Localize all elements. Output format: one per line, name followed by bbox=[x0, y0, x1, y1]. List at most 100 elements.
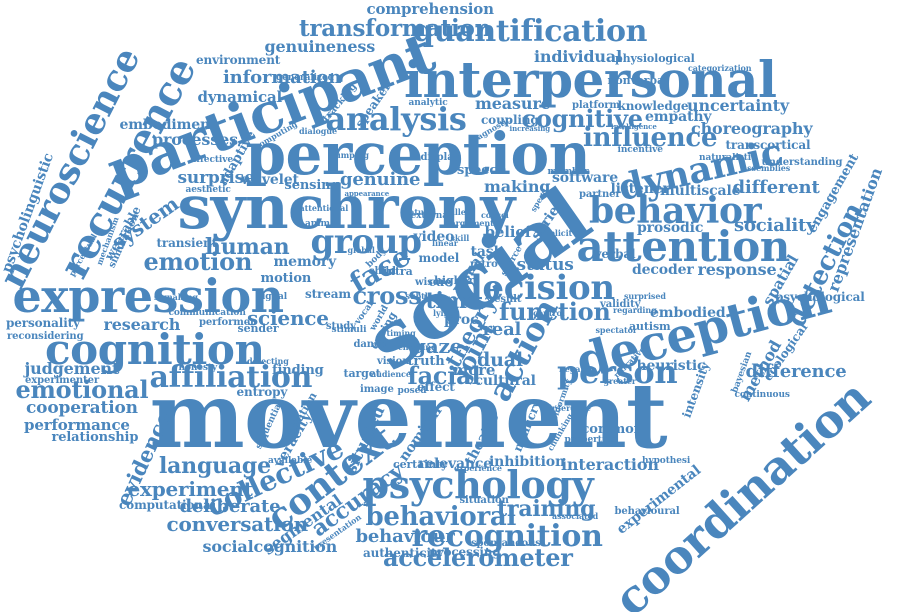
word-experience: experience bbox=[454, 463, 502, 473]
word-honesty: honesty bbox=[178, 362, 218, 373]
word-cheating: cheating bbox=[398, 342, 437, 352]
word-motion: motion bbox=[260, 270, 312, 286]
word-external: external bbox=[410, 210, 452, 221]
word-conversation: conversation bbox=[166, 512, 309, 536]
word-spectator: spectator bbox=[595, 325, 638, 335]
word-subtle: subtle bbox=[405, 291, 433, 301]
word-cultural: cultural bbox=[474, 373, 536, 389]
word-posed: posed bbox=[397, 385, 427, 396]
word-negative: negative bbox=[559, 364, 597, 374]
word-transformation: transformation bbox=[299, 14, 492, 42]
word-transient: transient bbox=[156, 236, 218, 250]
word-available: available bbox=[268, 455, 313, 466]
word-wavelet: wavelet bbox=[241, 172, 299, 188]
word-socialcognition: socialcognition bbox=[202, 537, 338, 556]
word-understanding: understanding bbox=[761, 157, 843, 168]
word-training: training bbox=[497, 496, 596, 522]
word-choreography: choreography bbox=[691, 119, 813, 138]
word-authenticity: authenticity bbox=[363, 546, 444, 560]
word-validity: validity bbox=[600, 299, 641, 310]
word-accelerometer: accelerometer bbox=[383, 543, 573, 572]
word-recognition: recognition bbox=[411, 519, 603, 554]
word-expression: expression bbox=[12, 269, 285, 323]
word-signal: signal bbox=[257, 291, 288, 302]
word-inference: inference bbox=[549, 403, 591, 413]
word-making: making bbox=[484, 177, 551, 196]
word-naturalistic: naturalistic bbox=[699, 152, 757, 163]
word-measure: measure bbox=[475, 94, 551, 113]
word-processing: processing bbox=[429, 545, 501, 559]
word-sender: sender bbox=[237, 321, 279, 335]
word-platform: platform bbox=[572, 100, 620, 111]
word-cogsci: cogsci bbox=[481, 210, 509, 220]
word-belief: belief bbox=[484, 222, 532, 241]
word-assemblies: assemblies bbox=[742, 163, 791, 173]
word-computational: computational bbox=[119, 498, 216, 512]
word-personality: personality bbox=[6, 316, 80, 330]
word-spontaneous: spontaneous bbox=[471, 538, 541, 549]
word-performer: performer bbox=[199, 317, 256, 328]
word-interpersonal: interpersonal bbox=[404, 50, 777, 109]
word-partner: partner bbox=[579, 189, 621, 200]
word-psychology: psychology bbox=[362, 462, 594, 507]
word-language: language bbox=[159, 453, 271, 479]
word-greater: greater bbox=[603, 376, 637, 386]
word-synchrony: synchrony bbox=[177, 173, 516, 243]
word-properties: properties bbox=[564, 434, 616, 445]
word-stimuli: stimuli bbox=[331, 324, 367, 335]
word-gaze: gaze bbox=[412, 334, 463, 358]
word-nature: nature bbox=[403, 207, 433, 217]
word-appearance: appearance bbox=[344, 188, 390, 198]
word-intra: intra bbox=[383, 264, 413, 278]
word-influence: influence bbox=[583, 123, 718, 153]
word-decision: decision bbox=[459, 268, 615, 308]
word-wise: wise bbox=[415, 277, 439, 288]
word-detecting: detecting bbox=[247, 356, 289, 366]
word-truth: truth bbox=[407, 353, 445, 369]
word-affiliation: affiliation bbox=[149, 360, 313, 395]
word-time: time bbox=[425, 288, 481, 314]
word-affective: affective bbox=[190, 154, 234, 165]
word-generalized: generalized bbox=[276, 72, 334, 83]
word-speech: speech bbox=[457, 162, 507, 178]
word-retro: retro bbox=[470, 259, 498, 270]
word-aesthetic: aesthetic bbox=[185, 184, 231, 195]
word-environment: environment bbox=[196, 53, 281, 67]
word-sociality: sociality bbox=[734, 215, 817, 236]
word-image: image bbox=[360, 384, 394, 395]
word-attention: attention bbox=[576, 222, 791, 271]
word-dialogue: dialogue bbox=[299, 126, 338, 136]
word-embodied: embodied bbox=[650, 305, 726, 321]
word-interaction: interaction bbox=[561, 455, 659, 474]
word-dual: dual bbox=[477, 348, 523, 371]
word-response: response bbox=[697, 260, 777, 279]
word-processes: processes bbox=[152, 130, 238, 149]
word-relationship: relationship bbox=[51, 429, 139, 445]
word-result: result bbox=[489, 294, 522, 305]
word-listener: listener bbox=[610, 181, 670, 197]
word-vision: vision bbox=[377, 356, 410, 367]
word-behavior: behavior bbox=[589, 190, 762, 232]
word-performance: performance bbox=[24, 415, 130, 434]
word-physiological: physiological bbox=[615, 51, 695, 65]
word-behavioural: behavioural bbox=[614, 506, 680, 517]
word-member: member bbox=[547, 166, 589, 177]
word-global: global bbox=[347, 245, 375, 255]
word-movement: movement bbox=[149, 363, 668, 469]
word-intelligence: intelligence bbox=[611, 121, 657, 131]
word-status: status bbox=[516, 254, 574, 275]
word-animal: animal bbox=[305, 218, 340, 229]
word-autism: autism bbox=[629, 319, 671, 333]
word-associated: associated bbox=[552, 511, 599, 521]
word-genuineness: genuineness bbox=[264, 37, 376, 56]
word-relevance: relevance bbox=[418, 456, 493, 472]
word-continuous: continuous bbox=[734, 389, 790, 400]
word-categorization: categorization bbox=[688, 63, 752, 73]
word-verbal: verbal bbox=[594, 247, 636, 261]
word-facial: facial bbox=[407, 361, 481, 390]
word-science: science bbox=[247, 306, 329, 330]
word-surprised: surprised bbox=[624, 291, 666, 301]
word-individual: individual bbox=[534, 47, 623, 66]
word-lying: lying bbox=[433, 308, 455, 318]
word-human: human bbox=[205, 234, 290, 260]
